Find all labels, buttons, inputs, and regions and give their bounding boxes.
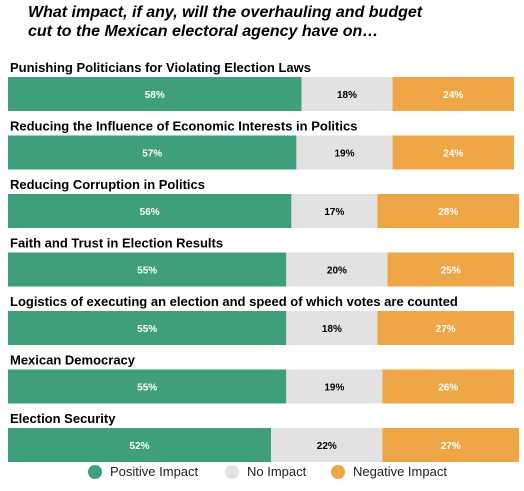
bar-segment-positive xyxy=(8,77,302,111)
bar-segment-negative xyxy=(377,311,514,345)
data-label-positive: 55% xyxy=(137,383,157,394)
legend-label-positive: Positive Impact xyxy=(110,464,199,479)
bar-segment-negative xyxy=(382,369,514,404)
data-label-negative: 24% xyxy=(443,149,463,160)
category-label: Faith and Trust in Election Results xyxy=(10,236,223,251)
data-label-none: 17% xyxy=(324,207,344,218)
legend-label-negative: Negative Impact xyxy=(353,464,447,479)
data-label-none: 19% xyxy=(334,149,354,160)
data-label-negative: 27% xyxy=(436,324,456,335)
legend-item-positive: Positive Impact xyxy=(88,464,198,480)
data-label-negative: 25% xyxy=(441,266,461,277)
category-label: Logistics of executing an election and s… xyxy=(10,294,458,309)
data-label-negative: 24% xyxy=(443,90,463,101)
category-label: Mexican Democracy xyxy=(10,353,136,368)
bar-segment-none xyxy=(291,194,378,228)
category-label: Reducing the Influence of Economic Inter… xyxy=(10,119,357,134)
bar-segment-negative xyxy=(387,252,514,287)
category-label: Punishing Politicians for Violating Elec… xyxy=(10,60,311,75)
bar-segment-positive xyxy=(8,252,287,287)
data-label-positive: 56% xyxy=(140,207,160,218)
data-label-positive: 52% xyxy=(130,441,150,452)
legend-swatch-none xyxy=(225,465,239,479)
legend-swatch-negative xyxy=(331,465,345,479)
data-label-negative: 28% xyxy=(438,207,458,218)
bar-segment-positive xyxy=(8,428,272,462)
legend: Positive Impact No Impact Negative Impac… xyxy=(0,464,524,484)
bar-segment-negative xyxy=(392,77,514,111)
data-label-none: 18% xyxy=(337,90,357,101)
bar-segment-none xyxy=(286,252,388,287)
legend-item-negative: Negative Impact xyxy=(331,464,447,480)
data-label-positive: 57% xyxy=(142,149,162,160)
category-label: Reducing Corruption in Politics xyxy=(10,177,205,192)
data-label-none: 22% xyxy=(317,441,337,452)
bar-segment-negative xyxy=(382,428,520,462)
bar-segment-none xyxy=(301,77,393,111)
bar-segment-positive xyxy=(8,369,287,404)
data-label-none: 19% xyxy=(324,383,344,394)
bar-segment-none xyxy=(271,428,383,462)
data-label-none: 20% xyxy=(327,266,347,277)
legend-swatch-positive xyxy=(88,465,102,479)
data-label-positive: 55% xyxy=(137,266,157,277)
category-label: Election Security xyxy=(10,411,116,426)
bar-segment-negative xyxy=(392,135,514,170)
bar-segment-positive xyxy=(8,311,287,345)
data-label-positive: 58% xyxy=(145,90,165,101)
chart-title: What impact, if any, will the overhaulin… xyxy=(28,4,423,40)
legend-item-none: No Impact xyxy=(225,464,306,480)
data-label-positive: 55% xyxy=(137,324,157,335)
data-label-negative: 27% xyxy=(441,441,461,452)
data-label-none: 18% xyxy=(322,324,342,335)
bar-segment-positive xyxy=(8,194,292,228)
data-label-negative: 26% xyxy=(438,383,458,394)
bar-segment-negative xyxy=(377,194,520,228)
bar-segment-positive xyxy=(8,135,297,170)
legend-label-none: No Impact xyxy=(247,464,307,479)
bar-segment-none xyxy=(286,369,383,404)
bar-segment-none xyxy=(296,135,393,170)
bar-segment-none xyxy=(286,311,378,345)
